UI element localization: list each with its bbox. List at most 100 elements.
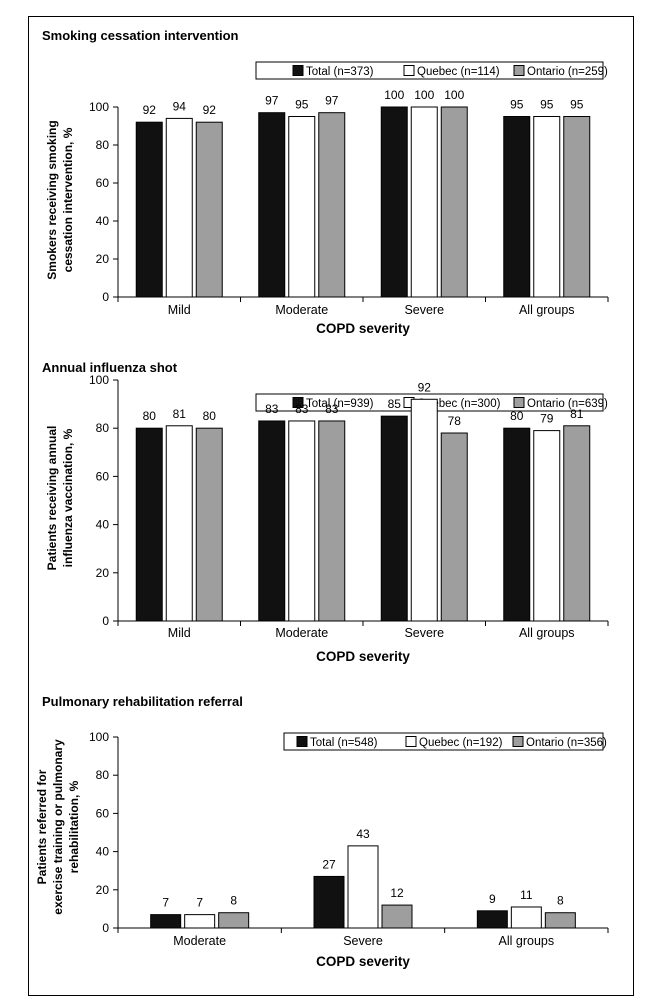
legend-swatch	[403, 65, 415, 76]
y-tick-label: 60	[96, 469, 110, 483]
y-tick-label: 20	[96, 252, 110, 266]
legend-swatch	[513, 397, 525, 408]
bar	[544, 912, 576, 929]
figure-border	[28, 16, 634, 996]
x-tick-label: Moderate	[173, 934, 226, 948]
x-tick-label: Severe	[404, 303, 444, 317]
data-label: 94	[173, 99, 187, 113]
bar	[288, 116, 316, 298]
x-tick-label: Severe	[404, 626, 444, 640]
bar	[195, 427, 223, 622]
x-tick-label: Mild	[168, 626, 191, 640]
legend-label: Ontario (n=639)	[527, 398, 608, 410]
bar	[165, 425, 193, 622]
y-tick-label: 100	[89, 100, 109, 114]
data-label: 27	[322, 857, 336, 871]
data-label: 9	[489, 892, 496, 906]
data-label: 8	[230, 894, 237, 908]
bar	[150, 914, 182, 929]
bar	[318, 420, 346, 622]
bar	[410, 398, 438, 622]
legend-swatch	[513, 65, 525, 76]
legend-swatch	[292, 397, 304, 408]
x-tick-label: Severe	[343, 934, 383, 948]
data-label: 85	[388, 397, 402, 411]
y-tick-label: 80	[96, 768, 110, 782]
data-label: 83	[325, 402, 339, 416]
y-tick-label: 40	[96, 518, 110, 532]
y-tick-label: 0	[102, 921, 109, 935]
y-tick-label: 0	[102, 614, 109, 628]
y-axis-label: Patients receiving annual influenza vacci…	[45, 426, 75, 571]
data-label: 83	[265, 402, 279, 416]
bar	[563, 116, 591, 298]
y-tick-label: 60	[96, 176, 110, 190]
y-axis-label-line: rehabilitation, %	[67, 780, 81, 873]
data-label: 92	[418, 380, 432, 394]
bar	[503, 116, 531, 298]
y-axis-label-line: Patients referred for	[35, 769, 49, 884]
bar	[410, 106, 438, 298]
data-label: 81	[173, 407, 187, 421]
legend-label: Quebec (n=114)	[417, 66, 500, 78]
data-label: 95	[295, 98, 309, 112]
legend-label: Total (n=373)	[306, 66, 374, 78]
bar	[258, 420, 286, 622]
legend-label: Ontario (n=356)	[526, 737, 607, 749]
y-tick-label: 80	[96, 138, 110, 152]
x-axis-label: COPD severity	[316, 321, 410, 336]
bar	[288, 420, 316, 622]
y-axis-label-line: cessation intervention, %	[61, 127, 75, 272]
bar	[563, 425, 591, 622]
bar	[380, 415, 408, 622]
data-label: 95	[570, 98, 584, 112]
bar	[347, 845, 379, 929]
y-tick-label: 20	[96, 566, 110, 580]
x-tick-label: Mild	[168, 303, 191, 317]
legend-swatch	[512, 736, 524, 747]
data-label: 100	[444, 88, 464, 102]
bar	[218, 912, 250, 929]
chart-title: Pulmonary rehabilitation referral	[42, 694, 243, 709]
data-label: 80	[203, 409, 217, 423]
bar	[318, 112, 346, 298]
bar	[135, 121, 163, 298]
data-label: 95	[510, 98, 524, 112]
data-label: 81	[570, 407, 584, 421]
bar	[440, 106, 468, 298]
y-tick-label: 40	[96, 845, 110, 859]
x-tick-label: All groups	[519, 303, 575, 317]
data-label: 97	[265, 94, 279, 108]
y-tick-label: 20	[96, 883, 110, 897]
data-label: 95	[540, 98, 554, 112]
data-label: 8	[557, 894, 564, 908]
data-label: 11	[520, 888, 533, 902]
bar	[503, 427, 531, 622]
bar	[195, 121, 223, 298]
legend: Total (n=373) Quebec (n=114) Ontario (n=25…	[255, 61, 608, 80]
y-axis-label-line: Smokers receiving smoking	[45, 120, 59, 279]
y-tick-label: 40	[96, 214, 110, 228]
x-axis-label: COPD severity	[316, 954, 410, 969]
bar	[533, 430, 561, 622]
y-axis-label: Patients referred for exercise training o…	[35, 739, 81, 915]
bar	[510, 906, 542, 929]
bar	[381, 904, 413, 929]
legend-swatch	[292, 65, 304, 76]
bar	[380, 106, 408, 298]
y-tick-label: 60	[96, 806, 110, 820]
legend-label: Ontario (n=259)	[527, 66, 608, 78]
data-label: 97	[325, 94, 339, 108]
data-label: 80	[143, 409, 157, 423]
chart-title: Smoking cessation intervention	[42, 28, 239, 43]
y-axis-label-line: exercise training or pulmonary	[51, 739, 65, 915]
y-axis-label-line: Patients receiving annual	[45, 426, 59, 571]
bar	[313, 875, 345, 929]
chart-title: Annual influenza shot	[42, 360, 178, 375]
bar	[184, 914, 216, 929]
bar	[258, 112, 286, 298]
bar	[440, 432, 468, 622]
legend-label: Total (n=548)	[310, 737, 378, 749]
